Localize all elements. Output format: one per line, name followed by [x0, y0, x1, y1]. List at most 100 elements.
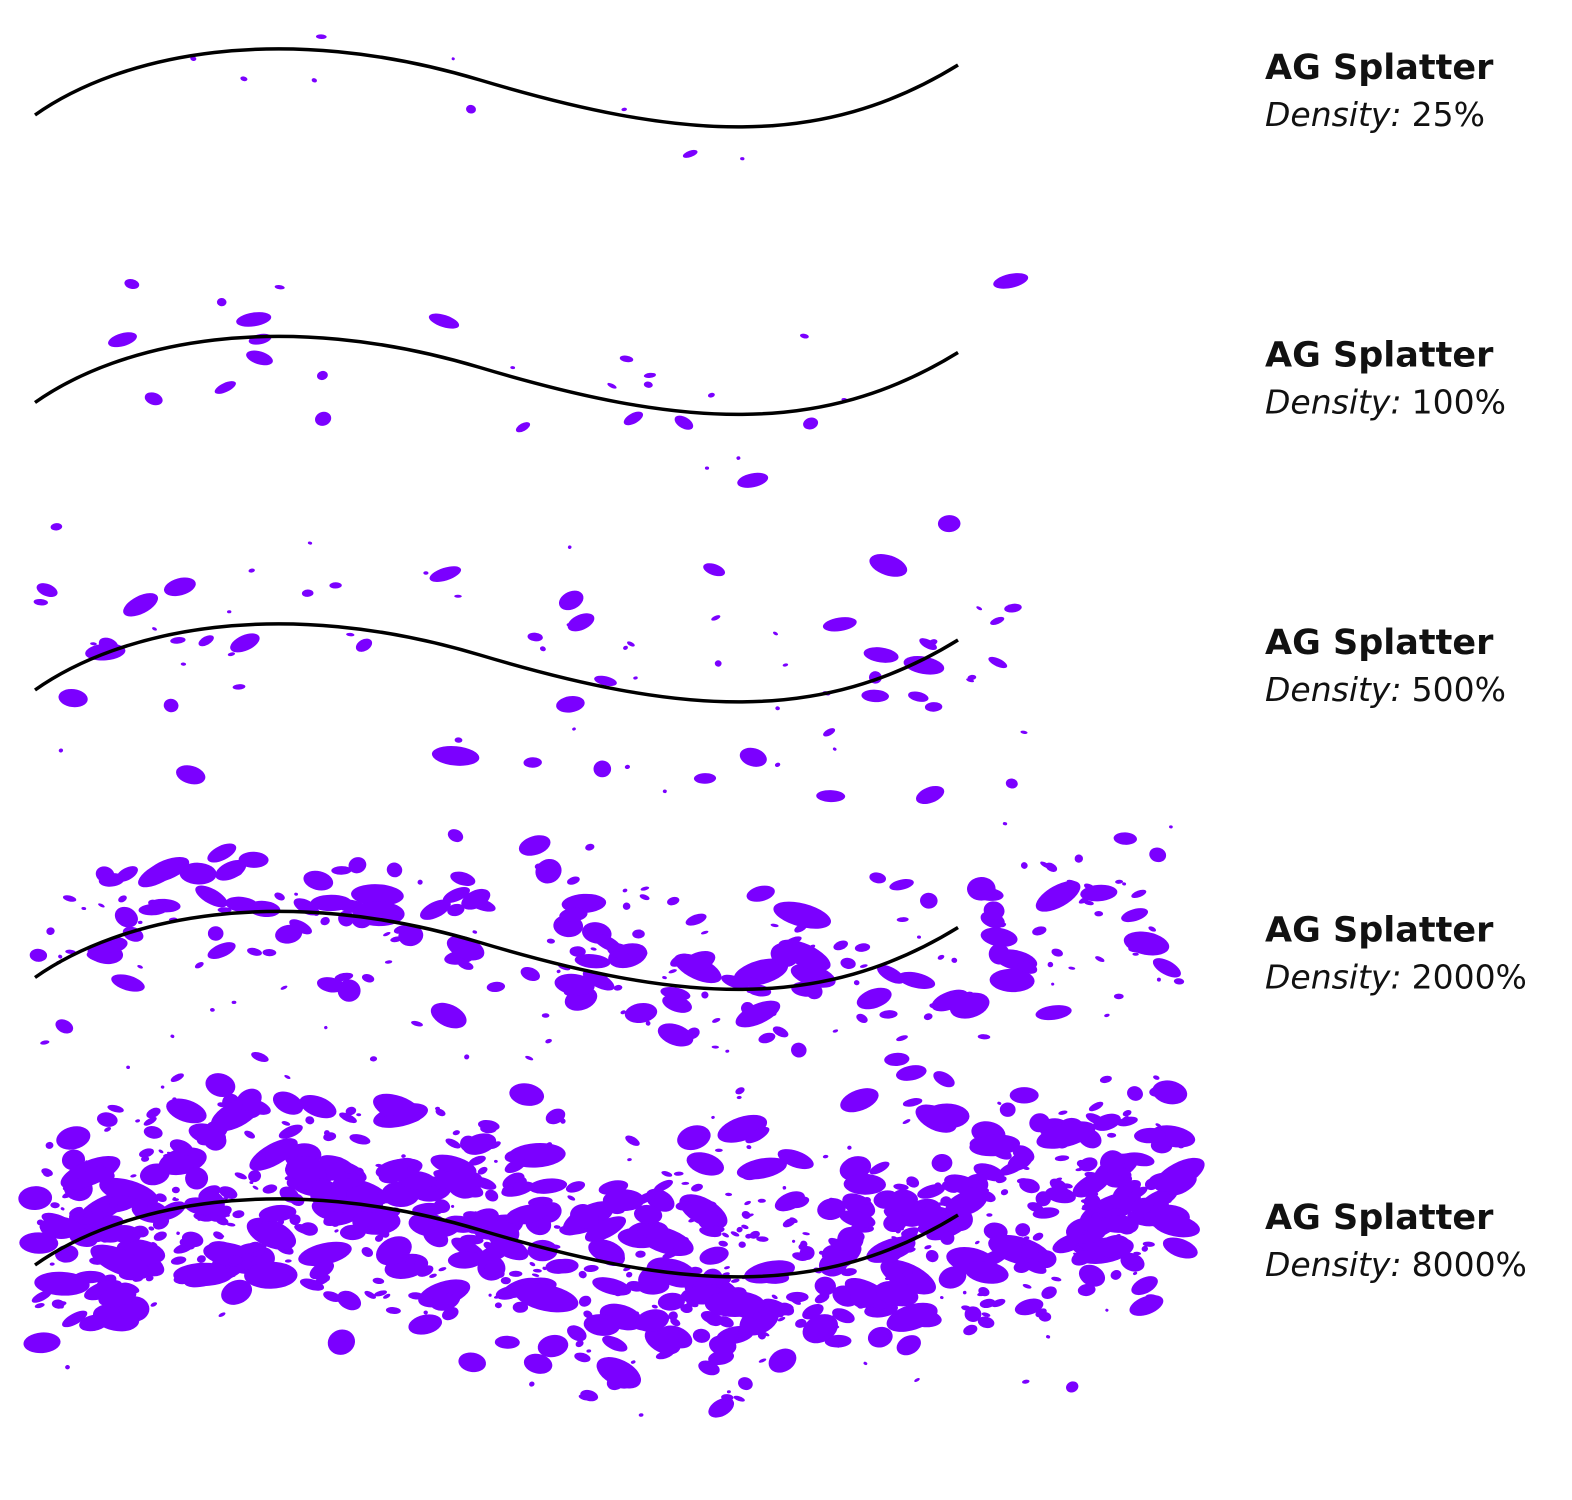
splatter-drop: [633, 1204, 663, 1225]
splatter-layer: [18, 34, 1205, 1418]
splatter-drop: [1058, 1110, 1068, 1115]
splatter-drop: [736, 1157, 787, 1180]
splatter-drop: [963, 1324, 978, 1336]
splatter-drop: [274, 892, 285, 901]
splatter-drop: [541, 1013, 550, 1018]
splatter-drop: [977, 1316, 995, 1329]
splatter-drop: [847, 1145, 852, 1150]
splatter-drop: [1112, 1179, 1141, 1201]
splatter-drop: [980, 927, 1018, 947]
splatter-drop: [139, 1148, 154, 1158]
splatter-drop: [311, 78, 317, 83]
splatter-drop: [667, 896, 680, 906]
splatter-drop: [627, 641, 635, 647]
splatter-drop: [281, 1121, 291, 1126]
splatter-drop: [431, 745, 480, 766]
splatter-drop: [817, 1198, 846, 1221]
splatter-drop: [430, 1298, 440, 1306]
splatter-drop: [251, 1052, 269, 1062]
splatter-drop: [1118, 1176, 1125, 1180]
splatter-drop: [572, 727, 576, 731]
splatter-drop: [933, 1071, 955, 1088]
splatter-drop: [958, 1221, 965, 1226]
splatter-drop: [143, 1126, 163, 1139]
splatter-drop: [735, 1087, 745, 1095]
splatter-drop: [331, 866, 352, 875]
splatter-drop: [472, 930, 478, 934]
splatter-drop: [215, 859, 247, 881]
splatter-drop: [223, 1196, 228, 1200]
splatter-drop: [39, 1216, 80, 1239]
splatter-drop: [485, 1189, 499, 1202]
splatter-drop: [964, 1260, 1009, 1284]
splatter-drop: [373, 1093, 423, 1123]
splatter-drop: [523, 757, 542, 768]
splatter-drop: [58, 748, 64, 753]
splatter-drop: [1020, 862, 1028, 869]
splatter-drop: [512, 1301, 529, 1313]
splatter-drop: [775, 706, 780, 711]
splatter-drop: [988, 656, 1008, 669]
density-value: 2000%: [1412, 958, 1527, 997]
splatter-drop: [773, 901, 831, 929]
splatter-drop: [294, 892, 298, 896]
splatter-drop: [832, 1308, 855, 1324]
splatter-drop: [635, 1309, 670, 1332]
splatter-drop: [633, 676, 638, 680]
splatter-drop: [746, 885, 775, 902]
splatter-drop: [207, 1121, 216, 1127]
splatter-drop: [761, 1331, 770, 1337]
splatter-drop: [833, 940, 848, 951]
splatter-drop: [733, 958, 789, 987]
splatter-drop: [704, 466, 710, 470]
splatter-drop: [791, 1196, 810, 1209]
splatter-drop: [361, 973, 375, 983]
splatter-drop: [248, 333, 272, 345]
splatter-drop: [1005, 778, 1018, 789]
splatter-drop: [592, 1277, 632, 1296]
splatter-drop: [19, 1232, 59, 1254]
splatter-drop: [655, 1349, 674, 1360]
splatter-drop: [429, 566, 462, 582]
splatter-drop: [997, 1101, 1002, 1105]
splatter-drop: [294, 1224, 316, 1235]
splatter-drop: [1015, 1223, 1031, 1237]
splatter-drop: [863, 647, 899, 663]
splatter-drop: [602, 1335, 628, 1352]
splatter-drop: [756, 1236, 769, 1242]
splatter-drop: [501, 1185, 515, 1197]
splatter-drop: [966, 678, 975, 683]
splatter-drop: [31, 1290, 52, 1303]
splatter-drop: [1022, 1379, 1030, 1384]
splatter-drop: [401, 1154, 406, 1158]
splatter-drop: [108, 332, 137, 348]
splatter-drop: [384, 960, 393, 964]
splatter-drop: [124, 279, 140, 289]
splatter-drop: [583, 1314, 620, 1336]
splatter-drop: [1080, 1199, 1092, 1204]
splatter-drop: [623, 645, 628, 650]
splatter-drop: [708, 1350, 735, 1366]
splatter-drop: [1128, 1186, 1148, 1200]
splatter-drop: [170, 1034, 175, 1039]
splatter-drop: [714, 660, 722, 667]
splatter-drop: [929, 1003, 939, 1009]
splatter-drop: [877, 964, 905, 984]
splatter-drop: [355, 638, 373, 652]
splatter-drop: [65, 1364, 70, 1370]
splatter-drop: [917, 935, 921, 939]
splatter-drop: [814, 1292, 830, 1304]
splatter-drop: [1088, 1101, 1104, 1112]
splatter-drop: [961, 1305, 972, 1311]
splatter-drop: [1019, 1178, 1040, 1194]
splatter-drop: [1093, 1113, 1121, 1131]
splatter-drop: [316, 977, 344, 993]
splatter-drop: [1075, 1245, 1083, 1250]
density: Density: 8000%: [1265, 1245, 1527, 1284]
splatter-drop: [920, 892, 938, 909]
splatter-drop: [653, 1222, 662, 1229]
splatter-drop: [711, 1045, 719, 1049]
splatter-drop: [527, 632, 543, 642]
splatter-drop: [1149, 847, 1167, 863]
splatter-drop: [408, 1314, 443, 1335]
